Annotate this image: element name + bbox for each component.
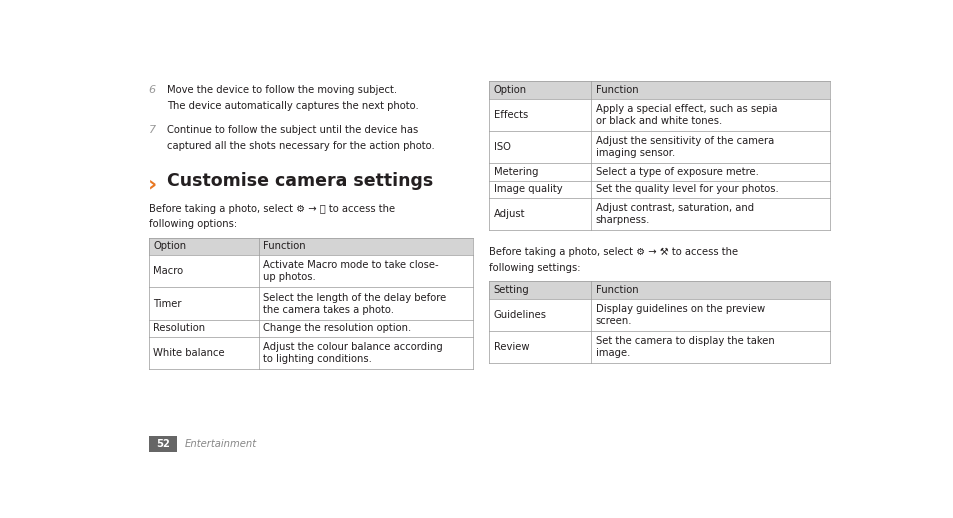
Text: imaging sensor.: imaging sensor. [596, 148, 675, 158]
Text: Adjust the colour balance according: Adjust the colour balance according [263, 342, 443, 352]
Text: image.: image. [596, 348, 630, 358]
Text: captured all the shots necessary for the action photo.: captured all the shots necessary for the… [167, 141, 435, 151]
Text: ISO: ISO [493, 142, 510, 152]
Bar [488, 281, 829, 298]
Text: following settings:: following settings: [488, 263, 579, 273]
Text: Entertainment: Entertainment [184, 439, 256, 449]
Text: Continue to follow the subject until the device has: Continue to follow the subject until the… [167, 125, 418, 135]
Text: ›: › [148, 175, 157, 195]
Text: Display guidelines on the preview: Display guidelines on the preview [596, 304, 764, 314]
Text: sharpness.: sharpness. [596, 215, 650, 225]
Text: Set the camera to display the taken: Set the camera to display the taken [596, 336, 774, 346]
Text: Select the length of the delay before: Select the length of the delay before [263, 293, 446, 303]
Text: Macro: Macro [153, 266, 183, 276]
Text: Option: Option [493, 85, 526, 95]
Text: Activate Macro mode to take close-: Activate Macro mode to take close- [263, 260, 438, 270]
Text: Guidelines: Guidelines [493, 310, 546, 320]
Text: 52: 52 [155, 439, 170, 449]
Text: to lighting conditions.: to lighting conditions. [263, 354, 372, 364]
Bar [488, 81, 829, 99]
Text: 7: 7 [149, 125, 155, 135]
Text: following options:: following options: [149, 219, 236, 229]
Text: The device automatically captures the next photo.: The device automatically captures the ne… [167, 100, 418, 111]
Text: Function: Function [596, 285, 638, 295]
Text: White balance: White balance [153, 348, 225, 358]
Text: Apply a special effect, such as sepia: Apply a special effect, such as sepia [596, 104, 777, 114]
Text: Adjust the sensitivity of the camera: Adjust the sensitivity of the camera [596, 136, 773, 146]
Text: Function: Function [263, 241, 306, 251]
Text: Function: Function [596, 85, 638, 95]
Text: Resolution: Resolution [153, 323, 205, 334]
Text: Set the quality level for your photos.: Set the quality level for your photos. [596, 184, 778, 194]
Text: Review: Review [493, 342, 529, 352]
Text: Effects: Effects [493, 110, 527, 120]
Text: Setting: Setting [493, 285, 529, 295]
Text: Customise camera settings: Customise camera settings [167, 171, 433, 190]
Text: Timer: Timer [153, 298, 182, 309]
Text: Image quality: Image quality [493, 184, 561, 194]
Text: Adjust: Adjust [493, 209, 524, 219]
Text: Before taking a photo, select ⚙ → ⚒ to access the: Before taking a photo, select ⚙ → ⚒ to a… [488, 248, 738, 257]
Text: the camera takes a photo.: the camera takes a photo. [263, 305, 395, 314]
Text: 6: 6 [149, 85, 155, 95]
Text: Select a type of exposure metre.: Select a type of exposure metre. [596, 167, 758, 177]
Text: Option: Option [153, 241, 186, 251]
Text: screen.: screen. [596, 315, 632, 326]
Text: Before taking a photo, select ⚙ →  to access the: Before taking a photo, select ⚙ →  to a… [149, 204, 395, 214]
Text: up photos.: up photos. [263, 272, 315, 282]
Text: Metering: Metering [493, 167, 537, 177]
Bar [149, 436, 176, 452]
Text: or black and white tones.: or black and white tones. [596, 116, 721, 126]
Text: Adjust contrast, saturation, and: Adjust contrast, saturation, and [596, 203, 753, 213]
Bar [149, 238, 472, 255]
Text: Change the resolution option.: Change the resolution option. [263, 323, 412, 334]
Text: Move the device to follow the moving subject.: Move the device to follow the moving sub… [167, 85, 397, 95]
